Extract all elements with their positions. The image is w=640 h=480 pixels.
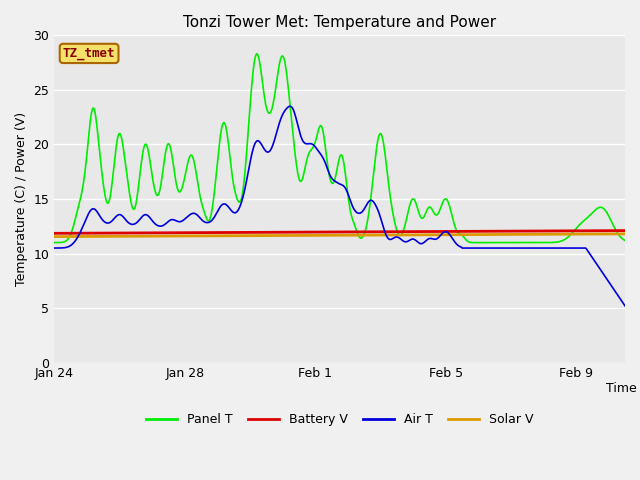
Solar V [397,232,404,238]
Air T [51,245,58,251]
Panel T [415,209,422,215]
Line: Solar V: Solar V [54,234,625,237]
Solar V [86,234,93,240]
Solar V [51,234,58,240]
Battery V [382,229,390,235]
Panel T [543,240,551,245]
Panel T [621,238,629,243]
Air T [286,103,294,109]
Line: Panel T: Panel T [54,54,625,242]
Line: Battery V: Battery V [54,230,625,233]
Air T [484,245,492,251]
Air T [415,240,422,246]
Air T [543,245,550,251]
Air T [86,209,93,215]
Text: TZ_tmet: TZ_tmet [63,47,115,60]
Panel T [253,51,261,57]
Title: Tonzi Tower Met: Temperature and Power: Tonzi Tower Met: Temperature and Power [183,15,496,30]
Battery V [86,230,93,236]
Battery V [483,228,491,234]
Panel T [484,240,492,245]
Battery V [414,228,422,234]
Panel T [383,162,390,168]
Legend: Panel T, Battery V, Air T, Solar V: Panel T, Battery V, Air T, Solar V [141,408,539,431]
Solar V [414,232,422,238]
Y-axis label: Temperature (C) / Power (V): Temperature (C) / Power (V) [15,112,28,286]
Battery V [51,230,58,236]
Solar V [621,231,629,237]
Battery V [542,228,550,234]
Battery V [397,229,404,235]
Battery V [621,228,629,233]
X-axis label: Time: Time [605,382,636,395]
Line: Air T: Air T [54,106,625,306]
Solar V [483,232,491,238]
Solar V [542,231,550,237]
Panel T [51,240,58,245]
Air T [621,303,629,309]
Solar V [382,232,390,238]
Panel T [497,240,505,245]
Panel T [86,127,93,133]
Panel T [397,232,405,238]
Air T [383,233,390,239]
Air T [397,237,405,242]
